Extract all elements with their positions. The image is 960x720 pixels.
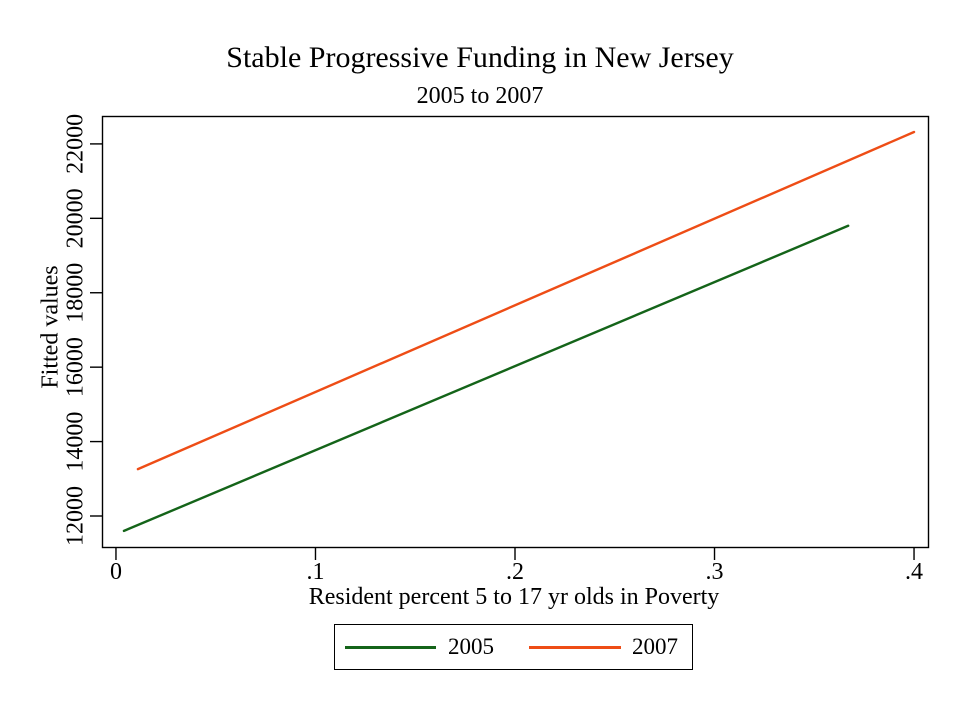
legend-label-2007: 2007 [632,634,678,659]
x-tick-label: .3 [706,559,724,585]
legend: 2005 2007 [334,624,693,670]
y-tick-label: 22000 [63,114,89,174]
legend-line-2007 [529,645,621,649]
legend-label-2005: 2005 [448,634,494,659]
y-tick-label: 18000 [63,263,89,323]
series-line-2007 [136,130,916,471]
series-line-2005 [122,224,850,533]
x-axis-title: Resident percent 5 to 17 yr olds in Pove… [308,584,720,610]
y-tick-label: 20000 [63,188,89,248]
y-tick-label: 14000 [63,412,89,472]
legend-line-2005 [345,645,436,649]
y-tick-label: 16000 [63,337,89,397]
x-tick-label: 0 [110,559,122,585]
chart-title: Stable Progressive Funding in New Jersey [226,41,734,74]
chart-subtitle: 2005 to 2007 [416,83,544,109]
x-tick-label: .2 [506,559,524,585]
y-tick-label: 12000 [63,486,89,546]
plot-border [101,115,930,549]
x-tick-label: .4 [905,559,923,585]
x-tick-label: .1 [306,559,324,585]
